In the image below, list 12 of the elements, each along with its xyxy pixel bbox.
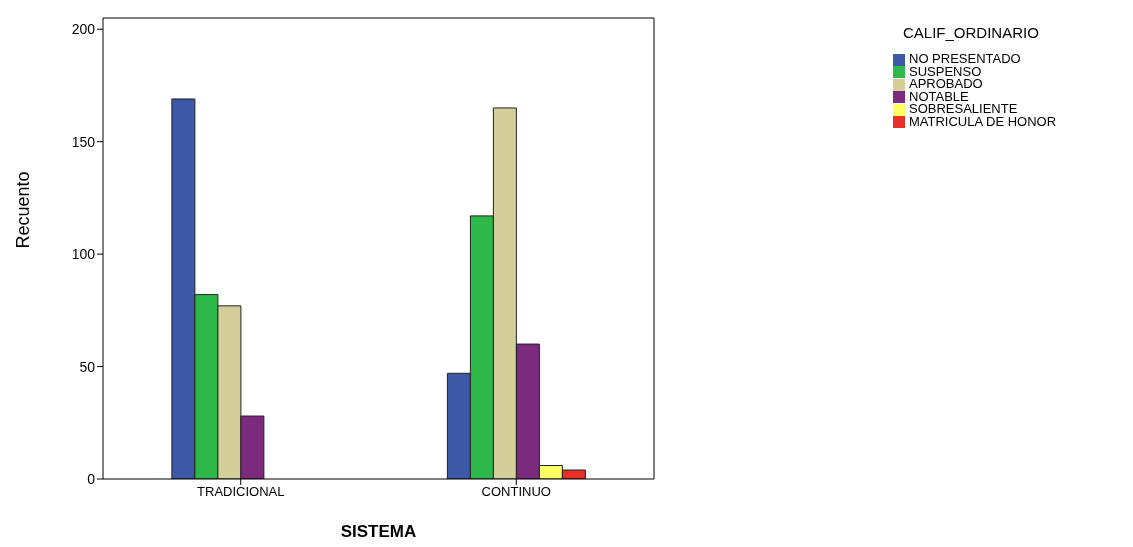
y-tick-label: 50 bbox=[79, 358, 96, 375]
x-axis-title: SISTEMA bbox=[340, 522, 417, 541]
legend-label: SUSPENSO bbox=[909, 63, 982, 79]
y-axis-title: Recuento bbox=[13, 171, 34, 249]
x-tick-label: TRADICIONAL bbox=[197, 484, 285, 500]
y-tick-label: 200 bbox=[71, 21, 96, 38]
legend-label: NO PRESENTADO bbox=[909, 51, 1021, 66]
x-tick-label: CONTINUO bbox=[481, 484, 551, 500]
y-tick-label: 100 bbox=[71, 246, 96, 263]
y-tick-label: 0 bbox=[87, 470, 96, 487]
y-tick-label: 150 bbox=[71, 133, 96, 150]
legend-title: CALIF_ORDINARIO bbox=[903, 24, 1039, 41]
